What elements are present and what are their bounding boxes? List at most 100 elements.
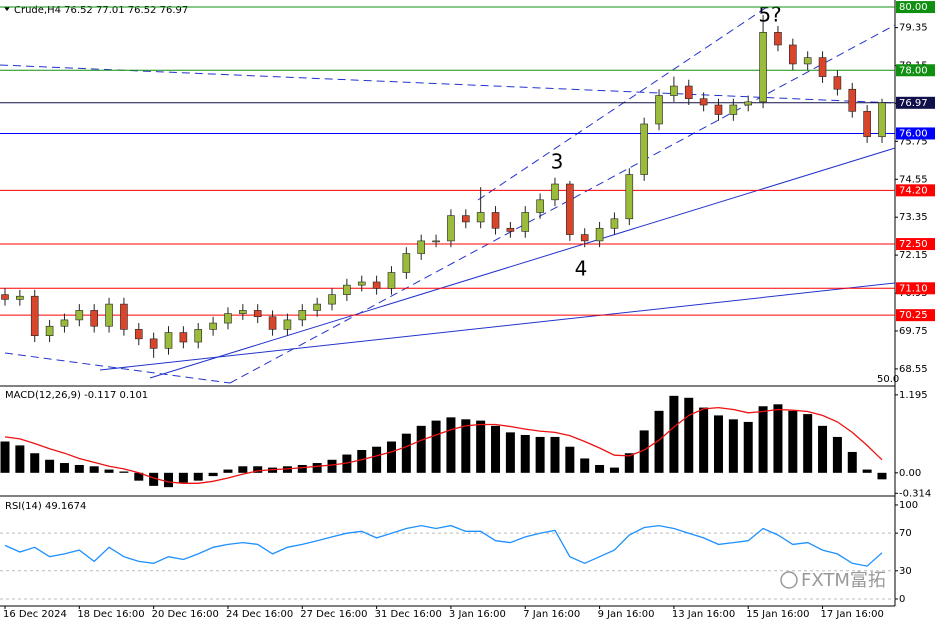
candle-body — [878, 102, 886, 137]
candle-body — [75, 310, 84, 321]
x-tick-label: 17 Jan 16:00 — [821, 609, 884, 620]
macd-bar — [461, 419, 471, 473]
level-box — [896, 64, 935, 77]
macd-bar — [431, 420, 441, 473]
candle-body — [372, 281, 381, 289]
chart-title: Crude,H4 76.52 77.01 76.52 76.97 — [14, 5, 188, 16]
level-box — [896, 282, 935, 295]
candle-body — [16, 295, 24, 300]
candle-body — [1, 294, 9, 300]
level-label: 76.00 — [899, 128, 928, 139]
candle-body — [461, 215, 470, 223]
candle-body — [417, 240, 426, 254]
macd-bar — [134, 472, 144, 481]
macd-bar — [149, 472, 159, 486]
menu-icon — [4, 7, 10, 11]
y-tick-label: 73.35 — [899, 212, 928, 223]
x-tick-label: 31 Dec 16:00 — [375, 609, 442, 620]
candle-body — [566, 183, 574, 235]
macd-bar — [45, 459, 55, 473]
y-tick-label: 1.195 — [899, 390, 928, 401]
macd-bar — [773, 404, 783, 473]
rsi-title: RSI(14) 49.1674 — [5, 501, 86, 512]
signal-line — [4, 406, 883, 484]
macd-bar — [758, 406, 768, 473]
level-label: 71.10 — [899, 283, 928, 294]
macd-bar — [372, 446, 382, 473]
level-box — [896, 127, 935, 140]
candle-body — [432, 240, 440, 243]
y-tick-label: 74.55 — [899, 174, 928, 185]
candle-body — [536, 199, 544, 213]
candle-body — [357, 281, 366, 286]
x-tick-label: 16 Dec 2024 — [3, 609, 67, 620]
candle-body — [343, 284, 351, 295]
macd-bar — [832, 436, 842, 473]
candle-body — [402, 253, 411, 273]
candle-body — [595, 227, 604, 242]
x-tick-label: 7 Jan 16:00 — [523, 609, 580, 620]
macd-bar — [699, 407, 709, 473]
macd-bar — [15, 445, 25, 473]
macd-bar — [550, 436, 560, 473]
watermark-logo — [780, 571, 798, 589]
candle-body — [833, 76, 842, 90]
y-tick-label: 100 — [899, 500, 918, 511]
rsi-line — [4, 524, 883, 567]
trendline — [0, 64, 896, 104]
macd-bar — [178, 472, 188, 483]
macd-bar — [238, 466, 248, 473]
x-tick-label: 15 Jan 16:00 — [746, 609, 809, 620]
macd-bar — [104, 469, 114, 473]
candle-body — [803, 57, 812, 65]
macd-bar — [669, 395, 679, 473]
macd-bar — [386, 441, 396, 473]
watermark: FXTM富拓 — [801, 570, 886, 591]
candle-body — [447, 215, 455, 242]
candle-body — [313, 303, 321, 311]
level-box — [896, 309, 935, 322]
level-box — [896, 96, 935, 109]
candle-body — [45, 325, 54, 337]
macd-bar — [208, 472, 218, 477]
candle-body — [670, 85, 678, 96]
macd-bar — [74, 464, 84, 473]
macd-bar — [282, 466, 292, 473]
macd-bar — [847, 451, 857, 473]
candle-body — [818, 57, 827, 77]
macd-bar — [327, 459, 337, 473]
candle-body — [30, 295, 39, 337]
macd-bar — [609, 467, 619, 473]
candle-body — [491, 212, 500, 229]
candle-body — [105, 303, 113, 327]
macd-bar — [505, 432, 515, 473]
macd-bar — [401, 433, 411, 473]
macd-bar — [818, 425, 828, 473]
macd-bar — [595, 464, 605, 473]
candle-body — [655, 95, 663, 125]
macd-bar — [416, 425, 426, 473]
macd-bar — [728, 419, 738, 473]
candle-body — [521, 212, 530, 232]
candle-body — [179, 332, 188, 343]
macd-bar — [624, 453, 634, 473]
candle-body — [164, 332, 173, 349]
candle-body — [209, 322, 217, 330]
candle-body — [699, 98, 708, 106]
macd-bar — [654, 410, 664, 473]
candle-body — [476, 212, 485, 223]
trendline — [4, 352, 231, 384]
macd-bar — [877, 472, 887, 480]
macd-bar — [119, 471, 129, 473]
candle-body — [239, 310, 247, 314]
macd-bar — [30, 453, 40, 473]
macd-bar — [476, 420, 486, 473]
candle-body — [610, 218, 619, 229]
y-tick-label: 68.55 — [899, 364, 928, 375]
level-label: 74.20 — [899, 185, 928, 196]
macd-bar — [253, 466, 263, 473]
level-label: 78.00 — [899, 65, 928, 76]
candle-body — [328, 294, 336, 305]
candle-body — [283, 319, 292, 330]
